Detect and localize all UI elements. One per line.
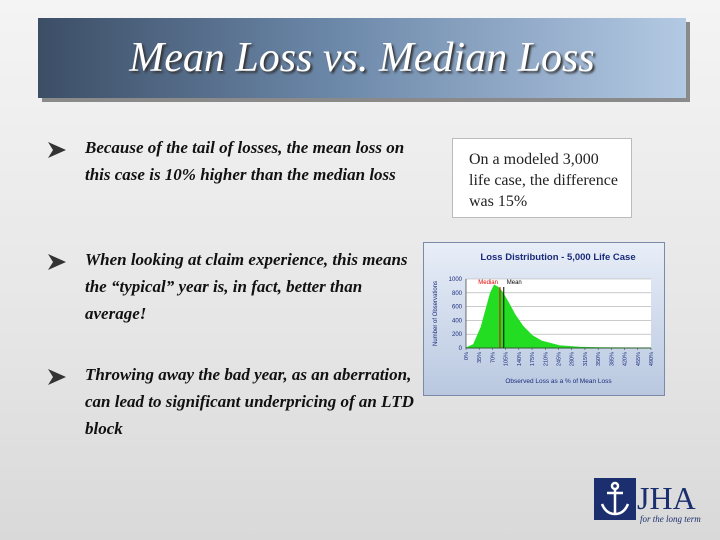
chart: Loss Distribution - 5,000 Life Case Numbe… bbox=[433, 252, 655, 385]
y-tick-label: 400 bbox=[452, 318, 463, 324]
bullet-arrow bbox=[48, 254, 66, 270]
x-tick-label: 175% bbox=[530, 352, 536, 366]
x-tick-label: 385% bbox=[609, 352, 615, 366]
y-axis-label: Number of Observations bbox=[433, 281, 439, 346]
x-tick-label: 210% bbox=[543, 352, 549, 366]
bullet-arrow bbox=[48, 369, 66, 385]
x-tick-label: 490% bbox=[649, 352, 655, 366]
x-tick-label: 105% bbox=[504, 352, 510, 366]
logo-name: JHA bbox=[637, 480, 696, 516]
y-tick-label: 0 bbox=[459, 346, 463, 352]
y-tick-label: 200 bbox=[452, 332, 463, 338]
callout-text: On a modeled 3,000 life case, the differ… bbox=[469, 151, 618, 210]
marker-label: Mean bbox=[507, 280, 522, 286]
logo-tagline: for the long term bbox=[640, 514, 701, 524]
y-tick-label: 1000 bbox=[449, 277, 463, 283]
chart-box: Loss Distribution - 5,000 Life Case Numbe… bbox=[423, 242, 665, 396]
x-tick-label: 245% bbox=[557, 352, 563, 366]
bullet: When looking at claim experience, this m… bbox=[85, 250, 408, 323]
x-tick-label: 140% bbox=[517, 352, 523, 366]
x-tick-label: 70% bbox=[490, 352, 496, 363]
bullet-arrow bbox=[48, 142, 66, 158]
bullet: Because of the tail of losses, the mean … bbox=[85, 138, 405, 184]
title: Mean Loss vs. Median Loss bbox=[129, 35, 595, 81]
x-axis-label: Observed Loss as a % of Mean Loss bbox=[505, 378, 612, 385]
marker-label: Median bbox=[478, 280, 498, 286]
x-tick-label: 0% bbox=[464, 352, 470, 360]
x-tick-label: 280% bbox=[570, 352, 576, 366]
x-tick-label: 350% bbox=[596, 352, 602, 366]
y-tick-label: 800 bbox=[452, 291, 463, 297]
y-tick-label: 600 bbox=[452, 305, 463, 311]
callout: On a modeled 3,000 life case, the differ… bbox=[452, 138, 632, 218]
logo-icon bbox=[594, 478, 636, 520]
x-tick-label: 455% bbox=[636, 352, 642, 366]
x-tick-label: 315% bbox=[583, 352, 589, 366]
chart-title: Loss Distribution - 5,000 Life Case bbox=[480, 252, 635, 263]
title-banner: Mean Loss vs. Median Loss bbox=[38, 18, 686, 98]
bullet: Throwing away the bad year, as an aberra… bbox=[85, 365, 414, 438]
x-tick-label: 35% bbox=[477, 352, 483, 363]
x-tick-label: 420% bbox=[623, 352, 629, 366]
